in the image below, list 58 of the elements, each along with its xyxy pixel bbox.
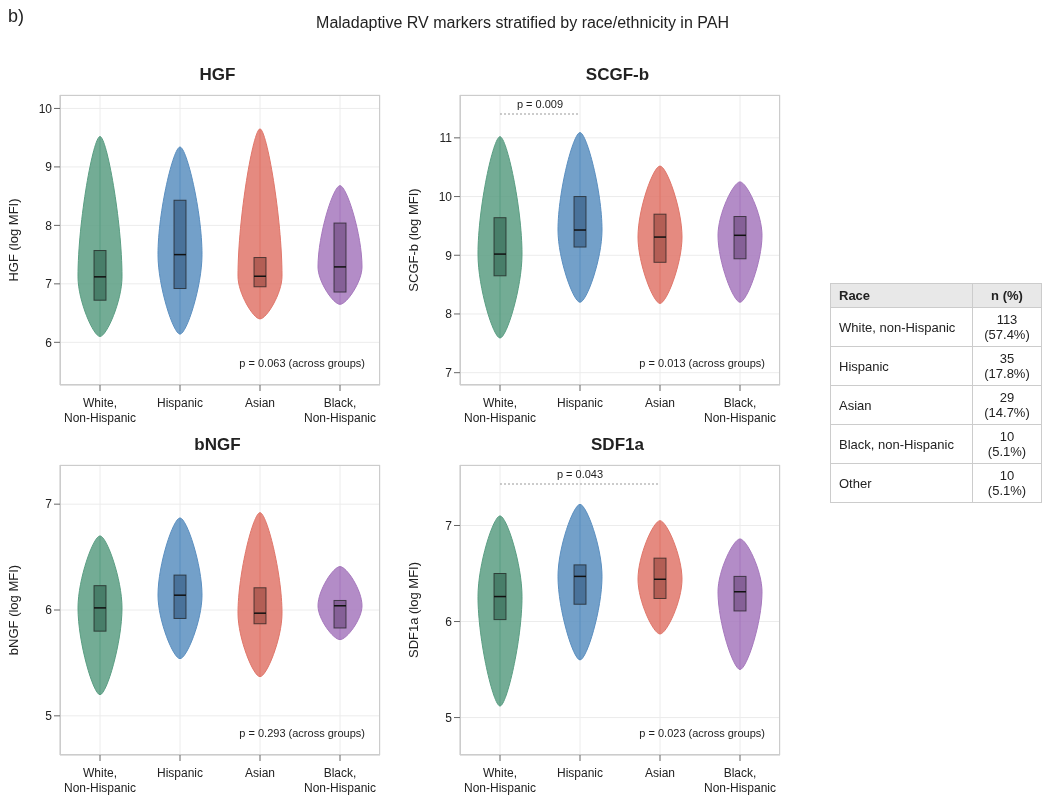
x-tick-label: Hispanic xyxy=(556,766,604,780)
x-tick-label: Asian xyxy=(244,766,276,780)
category-label: Other xyxy=(830,463,973,503)
y-axis-title: HGF (log MFI) xyxy=(5,198,21,282)
text: 113 (57.4%) xyxy=(984,312,1030,342)
y-tick-label: 8 xyxy=(45,218,53,233)
y-tick-label: 10 xyxy=(38,101,53,116)
x-tick-label: Asian xyxy=(244,396,276,410)
annotation: p = 0.043 xyxy=(555,468,605,480)
text: 35 (17.8%) xyxy=(984,351,1030,381)
annotation: p = 0.013 (across groups) xyxy=(639,357,765,369)
x-tick-label: Asian xyxy=(644,396,676,410)
y-tick-label: 7 xyxy=(45,277,53,292)
annotation: p = 0.009 xyxy=(515,98,565,110)
y-tick-label: 10 xyxy=(438,189,453,204)
y-tick-label: 6 xyxy=(45,603,53,618)
y-tick-label: 9 xyxy=(45,160,53,175)
x-tick-label: White, Non-Hispanic xyxy=(463,396,537,425)
text: 10 (5.1%) xyxy=(987,468,1027,498)
y-axis-title: bNGF (log MFI) xyxy=(5,564,21,656)
chart-title: HGF xyxy=(198,64,237,86)
x-tick-label: Asian xyxy=(644,766,676,780)
y-tick-label: 6 xyxy=(45,335,53,350)
category-label: Black, non-Hispanic xyxy=(830,424,973,464)
text: b) xyxy=(8,6,25,27)
x-tick-label: Hispanic xyxy=(556,396,604,410)
y-tick-label: 7 xyxy=(445,518,453,533)
x-tick-label: Black, Non-Hispanic xyxy=(703,766,777,795)
annotation: p = 0.023 (across groups) xyxy=(639,727,765,739)
x-tick-label: White, Non-Hispanic xyxy=(63,396,137,425)
x-tick-label: Hispanic xyxy=(156,766,204,780)
y-axis-title: SDF1a (log MFI) xyxy=(405,561,421,659)
y-tick-label: 8 xyxy=(445,307,453,322)
x-tick-label: Black, Non-Hispanic xyxy=(703,396,777,425)
y-tick-label: 7 xyxy=(45,497,53,512)
y-tick-label: 7 xyxy=(445,365,453,380)
x-tick-label: White, Non-Hispanic xyxy=(463,766,537,795)
annotation: p = 0.293 (across groups) xyxy=(239,727,365,739)
x-tick-label: Black, Non-Hispanic xyxy=(303,766,377,795)
y-tick-label: 9 xyxy=(445,248,453,263)
chart-title: bNGF xyxy=(193,434,242,456)
text: 29 (14.7%) xyxy=(984,390,1030,420)
category-label: White, non-Hispanic xyxy=(830,307,973,347)
chart-title: SCGF-b xyxy=(584,64,651,86)
text: n (%) xyxy=(972,283,1042,308)
x-tick-label: Black, Non-Hispanic xyxy=(303,396,377,425)
x-tick-label: Hispanic xyxy=(156,396,204,410)
y-tick-label: 5 xyxy=(445,710,453,725)
y-tick-label: 11 xyxy=(439,131,453,146)
text: 10 (5.1%) xyxy=(987,429,1027,459)
y-tick-label: 6 xyxy=(445,614,453,629)
text: Race xyxy=(830,283,973,308)
x-tick-label: White, Non-Hispanic xyxy=(63,766,137,795)
y-axis-title: SCGF-b (log MFI) xyxy=(405,188,421,292)
text: Maladaptive RV markers stratified by race/ethnicity in PAH xyxy=(316,14,729,31)
chart-title: SDF1a xyxy=(590,434,645,456)
y-tick-label: 5 xyxy=(45,709,53,724)
annotation: p = 0.063 (across groups) xyxy=(239,357,365,369)
